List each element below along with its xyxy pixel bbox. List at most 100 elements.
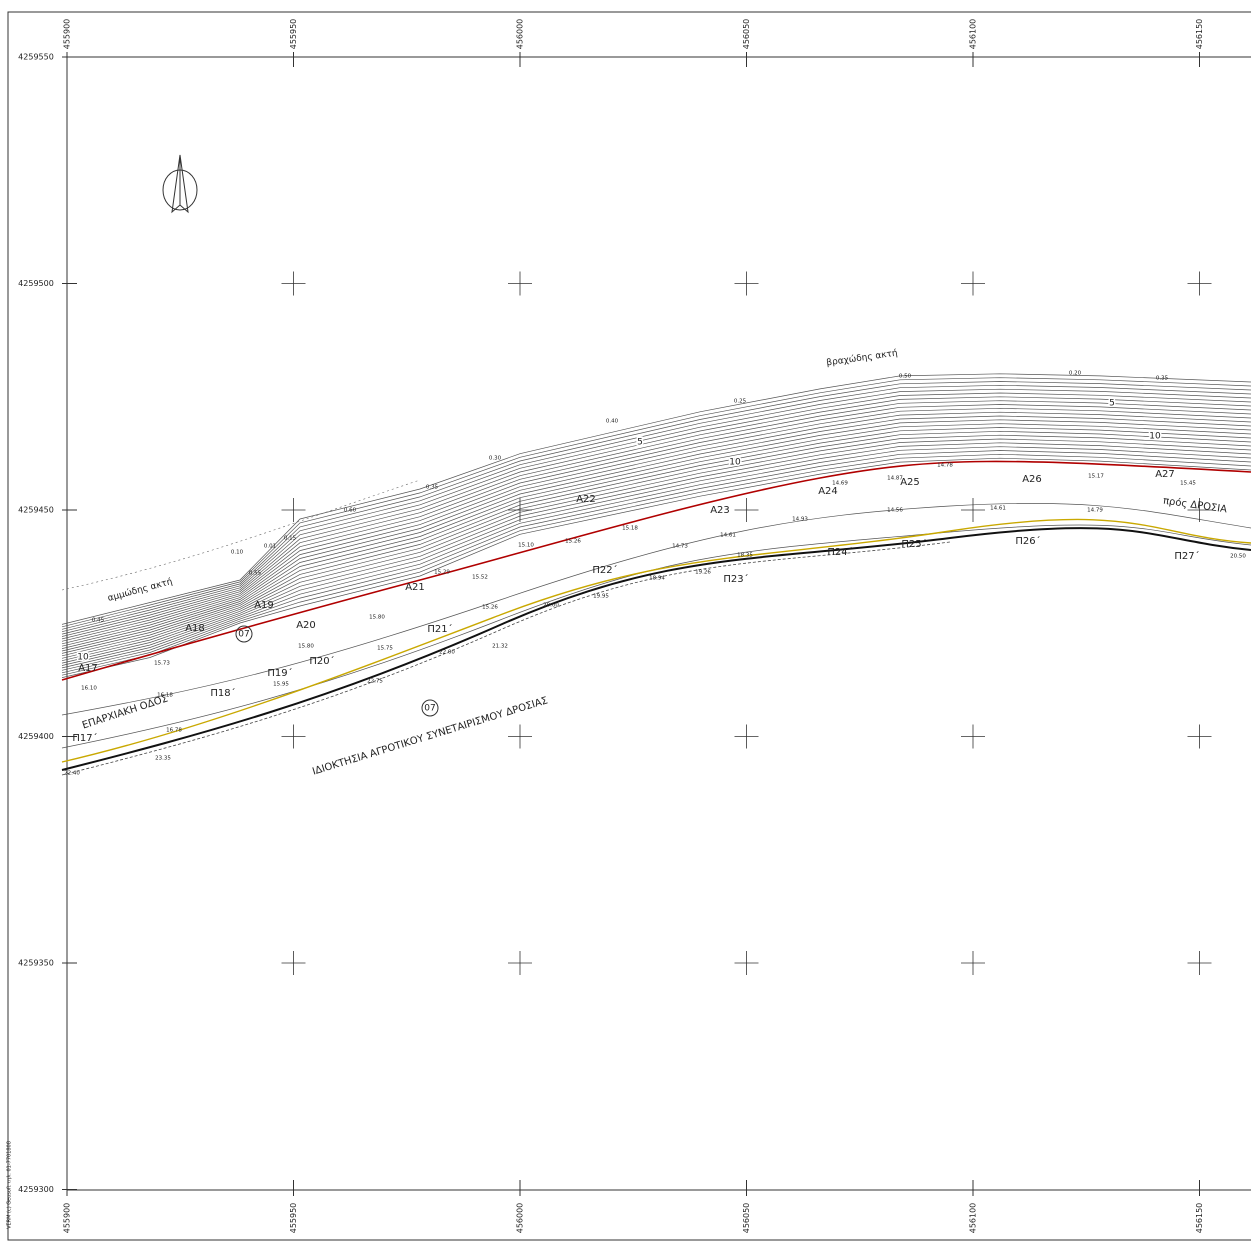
point-label: A27: [1155, 469, 1175, 480]
place-label: πρός ΔΡΟΣΙΑ: [1162, 495, 1228, 516]
spot-height: 0.40: [606, 419, 619, 425]
spot-height: 22.75: [367, 679, 383, 685]
roads: [61, 460, 1251, 776]
contour-label: 10: [1149, 432, 1161, 442]
point-label: Π24΄: [827, 546, 852, 558]
contour-line: [61, 415, 1251, 652]
spot-height: 15.26: [482, 605, 498, 611]
point-label: A23: [710, 505, 730, 516]
spot-height: 16.10: [81, 686, 97, 692]
spot-height: 14.78: [937, 463, 953, 469]
spot-height: 15.29: [434, 570, 450, 576]
spot-height: 14.87: [887, 476, 903, 482]
northing-label: 4259500: [18, 279, 54, 288]
point-label: A19: [254, 600, 274, 611]
point-label: A21: [405, 582, 425, 593]
spot-height: 0.35: [1156, 376, 1169, 382]
spot-height: 23.35: [155, 756, 171, 762]
point-label: Π25΄: [901, 538, 926, 550]
point-label: A25: [900, 477, 920, 488]
spot-height: 19.26: [695, 570, 711, 576]
easting-label: 456100: [969, 19, 978, 50]
spot-height: 0.10: [231, 550, 244, 556]
easting-label: 456100: [969, 1203, 978, 1234]
spot-height: 22.00: [439, 650, 455, 656]
spot-height: 18.94: [649, 576, 665, 582]
point-label: Π21΄: [427, 623, 452, 635]
spot-height: 0.55: [249, 571, 262, 577]
spot-height: 14.56: [887, 508, 903, 514]
spot-height: 14.93: [792, 517, 808, 523]
contour-line: [61, 450, 1251, 674]
spot-height: 14.61: [990, 506, 1006, 512]
parcel-label: 07: [424, 704, 435, 714]
contour-line: [61, 446, 1251, 671]
spot-height: 16.18: [157, 693, 173, 699]
contour-line: [61, 404, 1251, 645]
parcel-label: 07: [238, 630, 249, 640]
north-arrow: [162, 154, 198, 214]
easting-label: 455900: [63, 19, 72, 50]
spot-height: 20.50: [1230, 554, 1246, 560]
spot-height: 0.20: [1069, 371, 1082, 377]
point-label: Π20΄: [309, 655, 334, 667]
spot-height: 21.32: [492, 644, 508, 650]
spot-height: 19.95: [593, 594, 609, 600]
contour-line: [61, 388, 1251, 635]
northing-label: 4259400: [18, 732, 54, 741]
contour-line: [61, 457, 1251, 678]
contour-label: 5: [1109, 399, 1115, 409]
contour-line: [61, 442, 1251, 669]
contour-line: [61, 427, 1251, 659]
spot-height: 0.25: [734, 399, 747, 405]
point-label: A22: [576, 494, 596, 505]
point-label: A17: [78, 663, 98, 674]
spot-height: 0.01: [264, 544, 276, 550]
easting-label: 456050: [742, 19, 751, 50]
spot-height: 15.80: [369, 615, 385, 621]
contour-line: [61, 392, 1251, 637]
easting-label: 456150: [1195, 1203, 1204, 1234]
contour-line: [61, 453, 1251, 676]
easting-label: 456050: [742, 1203, 751, 1234]
northing-label: 4259550: [18, 53, 54, 62]
easting-label: 455950: [289, 19, 298, 50]
spot-height: 14.69: [832, 481, 848, 487]
spot-height: 15.52: [472, 575, 488, 581]
spot-height: 18.35: [737, 553, 753, 559]
spot-height: 16.78: [166, 728, 182, 734]
point-label: Π22΄: [592, 564, 617, 576]
point-label: Π19΄: [267, 667, 292, 679]
map-frame: [66, 56, 1251, 1191]
contour-line: [61, 373, 1251, 625]
place-label: αμμώδης ακτή: [106, 576, 173, 604]
point-label: Π23΄: [723, 573, 748, 585]
easting-label: 456150: [1195, 19, 1204, 50]
contour-line: [61, 377, 1251, 628]
spot-height: 14.61: [720, 533, 736, 539]
contour-line: [61, 434, 1251, 664]
spot-height: 14.73: [672, 544, 688, 550]
contour-label: 10: [729, 458, 741, 468]
northing-label: 4259300: [18, 1185, 54, 1194]
sheet-border: [7, 11, 1251, 1241]
easting-label: 456000: [516, 19, 525, 50]
point-label: Π27΄: [1174, 550, 1199, 562]
contour-line: [61, 423, 1251, 657]
place-label: ΕΠΑΡΧΙΑΚΗ ΟΔΟΣ: [81, 693, 170, 731]
northing-label: 4259350: [18, 959, 54, 968]
contour-line: [61, 400, 1251, 642]
contour-line: [61, 381, 1251, 630]
spot-height: 15.75: [377, 646, 393, 652]
point-label: A20: [296, 620, 316, 631]
point-label: A26: [1022, 474, 1042, 485]
spot-height: 15.73: [154, 661, 170, 667]
contour-line: [61, 438, 1251, 666]
spot-height: 15.26: [565, 539, 581, 545]
spot-height: 22.40: [64, 771, 80, 777]
spot-height: 15.95: [273, 682, 289, 688]
spot-height: 15.45: [1180, 481, 1196, 487]
contour-line: [61, 411, 1251, 649]
spot-height: 15.10: [518, 543, 534, 549]
